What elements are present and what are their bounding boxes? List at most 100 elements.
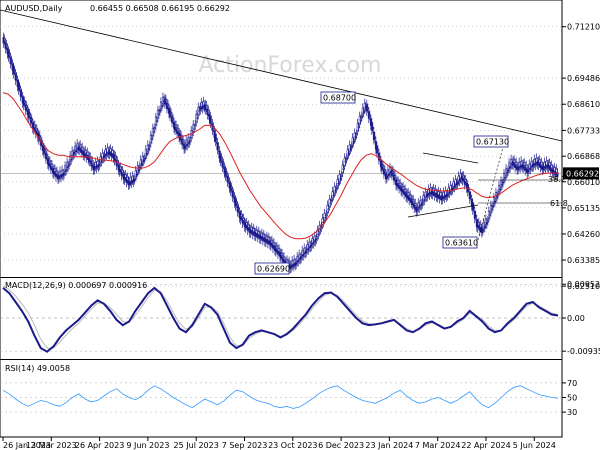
candle-body: [18, 86, 21, 88]
candle-body: [145, 153, 148, 155]
candle-body: [209, 116, 212, 124]
candle-body: [441, 196, 444, 200]
candle-body: [382, 168, 385, 175]
candle-body: [217, 146, 220, 148]
candle-body: [321, 218, 324, 225]
candle-body: [196, 117, 199, 119]
long-term-trendline: [0, 9, 563, 142]
candle-body: [170, 112, 172, 114]
x-tick-label: 7 Sep 2023: [222, 441, 268, 450]
candle-body: [402, 186, 405, 190]
candle-body: [333, 186, 336, 194]
candle-body: [362, 111, 365, 113]
candle-body: [471, 202, 474, 211]
candle-body: [133, 178, 136, 181]
candle-body: [30, 118, 33, 121]
candle-body: [13, 69, 16, 72]
macd-tick-label: 0.009524: [567, 280, 600, 289]
x-tick-label: 22 Apr 2024: [461, 441, 510, 450]
x-tick-label: 5 Jun 2024: [513, 441, 556, 450]
candle-body: [323, 213, 326, 220]
candle-body: [493, 200, 496, 203]
candle-body: [25, 105, 28, 108]
candle-body: [339, 178, 342, 180]
candle-body: [553, 167, 556, 172]
candle-body: [336, 179, 339, 186]
y-tick-label: 0.63385: [567, 256, 600, 265]
triangle-upper-line: [422, 152, 479, 164]
candle-body: [337, 183, 340, 185]
rsi-panel: [0, 382, 562, 413]
candle-body: [165, 99, 167, 102]
candle-body: [464, 179, 467, 182]
candle-body: [181, 138, 184, 145]
candle-body: [137, 169, 140, 171]
candle-body: [367, 111, 370, 119]
candle-body: [267, 237, 270, 241]
candle-body: [159, 101, 162, 109]
candle-body: [103, 154, 106, 158]
candle-body: [295, 262, 298, 265]
candle-body: [184, 146, 187, 149]
candle-body: [542, 166, 545, 170]
macd-tick-label: 0.00: [567, 314, 585, 323]
candle-body: [128, 181, 131, 185]
rsi-tick-label: 70: [567, 379, 577, 388]
y-tick-label: 0.64260: [567, 230, 600, 239]
candle-body: [513, 159, 516, 163]
level-label: 0.62690: [257, 265, 290, 274]
candle-body: [50, 164, 53, 167]
candle-body: [355, 133, 358, 135]
candle-body: [363, 103, 366, 110]
candle-body: [227, 178, 230, 180]
x-tick-label: 26 Apr 2023: [75, 441, 124, 450]
candle-body: [340, 175, 343, 177]
candle-body: [157, 113, 160, 115]
candle-body: [24, 104, 27, 111]
candle-body: [331, 191, 334, 198]
candle-body: [509, 166, 512, 169]
candle-body: [281, 253, 283, 256]
candle-body: [506, 172, 508, 174]
candle-body: [527, 169, 530, 173]
candle-body: [338, 174, 341, 182]
candle-body: [477, 222, 480, 226]
candle-body: [380, 163, 383, 170]
candle-body: [283, 256, 285, 260]
candle-body: [143, 157, 146, 160]
candle-body: [317, 233, 320, 236]
candle-body: [93, 166, 96, 170]
candle-body: [302, 253, 305, 257]
candle-body: [456, 181, 459, 185]
candle-body: [79, 144, 82, 148]
candle-body: [418, 206, 421, 209]
candle-body: [439, 192, 442, 197]
candle-body: [529, 167, 532, 170]
candle-body: [199, 107, 202, 111]
axes: 0.71210 0.69486 0.68610 0.67733 0.66868 0.662…: [2, 23, 600, 450]
x-tick-label: 7 Mar 2024: [415, 441, 461, 450]
candle-body: [555, 168, 558, 173]
watermark: ActionForex.com: [199, 53, 382, 78]
candle-body: [386, 175, 388, 179]
candle-body: [451, 187, 454, 191]
candle-body: [437, 191, 440, 195]
candle-body: [499, 188, 501, 191]
candle-body: [35, 128, 38, 132]
candle-body: [490, 208, 493, 210]
candle-body: [242, 218, 245, 221]
candle-body: [130, 180, 133, 184]
candle-body: [8, 53, 11, 55]
candle-body: [319, 228, 322, 231]
candle-body: [119, 166, 122, 170]
candle-body: [150, 138, 153, 140]
candle-body: [206, 109, 209, 115]
candle-body: [462, 175, 465, 179]
candle-body: [370, 122, 373, 131]
candle-body: [392, 171, 394, 173]
candle-body: [375, 146, 378, 154]
candle-body: [152, 131, 155, 133]
candle-body: [260, 233, 263, 237]
candle-body: [3, 38, 6, 41]
candle-body: [109, 148, 112, 152]
